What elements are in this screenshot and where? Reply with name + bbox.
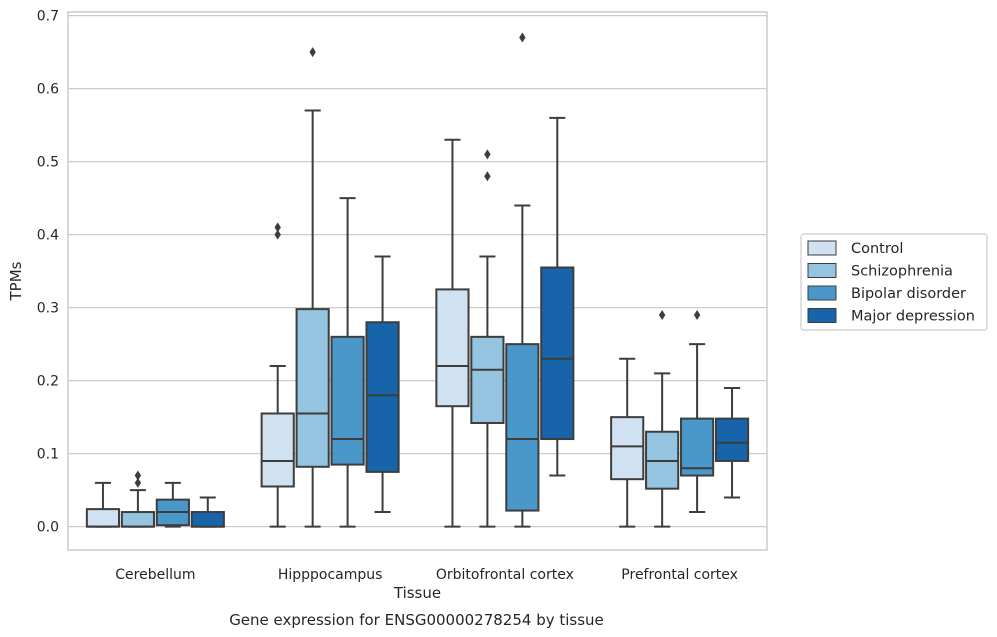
box-major-depression [540, 116, 575, 477]
y-tick-label: 0.6 [37, 82, 59, 98]
box-schizophrenia [645, 309, 680, 528]
legend-swatch [807, 263, 837, 278]
y-tick-label: 0.2 [37, 374, 59, 390]
box-bipolar-disorder [330, 197, 365, 528]
box-control [610, 357, 645, 528]
y-tick-label: 0.7 [37, 9, 59, 25]
box-bipolar-disorder [155, 481, 190, 528]
outlier-point [274, 229, 281, 240]
box-control [435, 138, 470, 528]
outlier-point [134, 470, 142, 481]
iqr-box [610, 416, 645, 481]
box-major-depression [365, 255, 400, 514]
plot-frame [67, 11, 768, 551]
legend-label: Schizophrenia [851, 264, 953, 280]
y-tick-label: 0.5 [37, 155, 59, 171]
outlier-point [274, 222, 281, 233]
legend-swatch [807, 285, 837, 301]
iqr-box [295, 308, 330, 468]
x-tick-label: Prefrontal cortex [621, 567, 738, 583]
chart-title: Gene expression for ENSG00000278254 by t… [229, 611, 604, 629]
legend-label: Bipolar disorder [851, 286, 966, 302]
iqr-box [680, 417, 715, 477]
iqr-box [260, 412, 295, 488]
legend-swatch [807, 240, 837, 256]
iqr-box [365, 321, 400, 473]
x-tick-labels: Cerebellum Hipppocampus Orbitofrontal cort… [115, 567, 738, 583]
outlier-point [484, 171, 491, 182]
y-tick-label: 0.4 [37, 228, 59, 244]
outlier-point [519, 32, 526, 43]
x-tick-label: Orbitofrontal cortex [436, 567, 574, 583]
y-tick-label: 0.3 [37, 301, 59, 317]
box-major-depression [714, 386, 750, 499]
box-bipolar-disorder [505, 32, 540, 528]
legend-swatch [807, 308, 837, 323]
iqr-box [435, 288, 470, 408]
legend-frame [800, 233, 988, 331]
outlier-point [693, 309, 701, 320]
outlier-point [134, 477, 142, 488]
iqr-box [505, 343, 540, 512]
box-control [260, 222, 295, 528]
iqr-box [120, 511, 155, 528]
x-tick-label: Cerebellum [115, 567, 195, 583]
outlier-point [309, 47, 316, 58]
iqr-box [190, 511, 225, 528]
y-tick-label: 0.0 [37, 520, 59, 536]
box-control [85, 481, 121, 528]
y-axis-label: TPMs [7, 261, 25, 301]
iqr-box [714, 417, 750, 462]
gridlines [68, 15, 767, 528]
box-schizophrenia [120, 470, 155, 528]
boxes [85, 32, 750, 528]
iqr-box [540, 266, 575, 441]
iqr-box [470, 335, 505, 424]
box-schizophrenia [295, 47, 330, 528]
x-axis-label: Tissue [393, 584, 441, 602]
iqr-box [85, 508, 121, 528]
iqr-box [330, 335, 365, 466]
x-tick-label: Hipppocampus [278, 567, 383, 583]
legend: Control Schizophrenia Bipolar disorder Majo… [800, 233, 988, 331]
box-bipolar-disorder [680, 309, 715, 514]
outlier-point [658, 309, 666, 320]
y-tick-labels: 0.0 0.1 0.2 0.3 0.4 0.5 0.6 0.7 [37, 9, 59, 536]
legend-label: Control [851, 241, 903, 257]
box-schizophrenia [470, 149, 505, 528]
legend-label: Major depression [851, 309, 975, 325]
outlier-point [484, 149, 491, 160]
y-tick-label: 0.1 [37, 447, 59, 463]
box-major-depression [190, 496, 225, 528]
